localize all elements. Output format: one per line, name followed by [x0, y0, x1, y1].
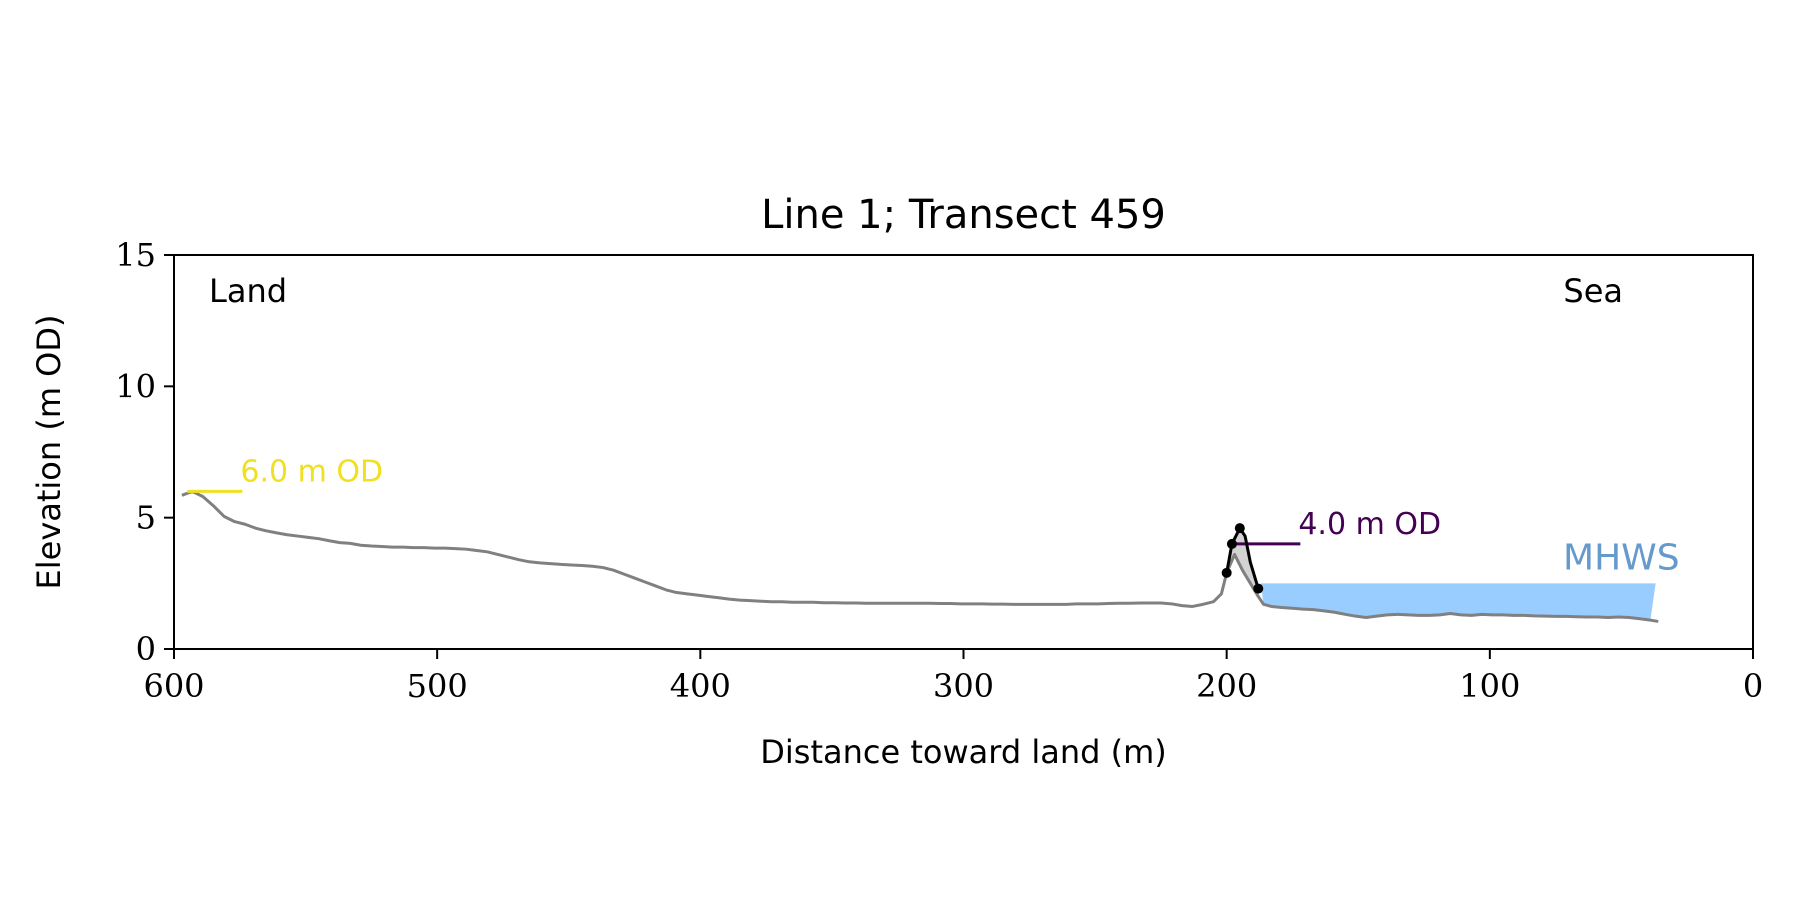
- x-tick-label: 500: [407, 667, 468, 705]
- x-axis-label: Distance toward land (m): [760, 733, 1166, 771]
- x-tick-label: 100: [1459, 667, 1520, 705]
- axis-ticks: 600 500 400 300 200 100 0 0 5 10 15: [115, 236, 1763, 705]
- land-label: Land: [209, 272, 287, 310]
- contour-label-0: 6.0 m OD: [240, 454, 383, 489]
- plot-area: 6.0 m OD 4.0 m OD MHWS: [181, 454, 1680, 623]
- y-tick-label: 10: [115, 367, 156, 405]
- dune-point-0: [1221, 567, 1232, 578]
- profile-line: [181, 489, 1659, 623]
- y-tick-label: 15: [115, 236, 156, 274]
- y-tick-label: 0: [136, 630, 156, 668]
- chart-title: Line 1; Transect 459: [761, 192, 1166, 238]
- x-tick-label: 0: [1743, 667, 1763, 705]
- contour-label-1: 4.0 m OD: [1298, 507, 1441, 542]
- y-axis-label: Elevation (m OD): [30, 315, 68, 590]
- x-tick-label: 300: [933, 667, 994, 705]
- dune-point-3: [1253, 583, 1264, 594]
- mhws-water-area: [1260, 583, 1656, 621]
- y-tick-label: 5: [136, 499, 156, 537]
- dune-point-1: [1226, 538, 1237, 549]
- x-tick-label: 200: [1196, 667, 1257, 705]
- dune-point-2: [1234, 523, 1245, 534]
- x-tick-label: 600: [143, 667, 204, 705]
- sea-label: Sea: [1563, 272, 1623, 310]
- mhws-label: MHWS: [1563, 537, 1680, 578]
- x-tick-label: 400: [670, 667, 731, 705]
